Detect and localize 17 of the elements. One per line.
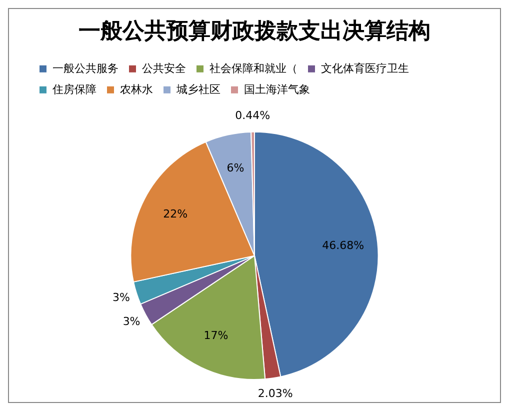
legend-label: 公共安全 (142, 62, 186, 75)
legend-label: 国土海洋气象 (244, 82, 310, 96)
legend-label: 一般公共服务 (52, 62, 118, 75)
data-label: 22% (163, 208, 188, 221)
data-label: 46.68% (322, 239, 364, 252)
data-label: 6% (226, 161, 244, 174)
data-label: 3% (112, 290, 130, 304)
legend-label: 城乡社区 (176, 82, 220, 96)
data-label: 0.44% (235, 108, 270, 122)
legend-label: 农林水 (120, 82, 153, 96)
data-label: 3% (122, 315, 140, 328)
chart-title: 一般公共预算财政拨款支出决算结构 (78, 18, 430, 44)
data-label: 2.03% (258, 386, 293, 400)
legend-label: 社会保障和就业（ (210, 62, 298, 75)
legend-label: 住房保障 (52, 82, 96, 96)
legend-label: 文化体育医疗卫生 (321, 62, 409, 75)
data-label: 17% (204, 328, 228, 342)
